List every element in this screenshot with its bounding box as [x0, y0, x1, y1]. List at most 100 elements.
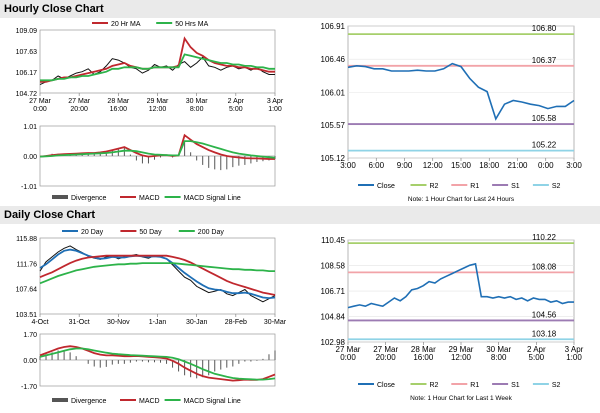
- series-20-day: [39, 248, 276, 300]
- series-50-hrs-ma: [40, 53, 275, 82]
- series-20-hr-ma: [40, 36, 275, 83]
- series-macd: [39, 345, 276, 382]
- hourly_pivot-y-tick-label: 106.01: [321, 88, 346, 97]
- hourly_pivot-x-tick-label: 3:00: [340, 161, 356, 170]
- legend-label-divergence: Divergence: [71, 195, 107, 202]
- hourly_price-x-tick-label: 27 Mar 0:00: [29, 98, 51, 113]
- daily_price-y-tick-label: 107.64: [16, 287, 38, 294]
- hourly_macd-y-tick-label: 1.01: [23, 124, 37, 131]
- hourly_pivot-x-tick-label: 0:00: [538, 161, 554, 170]
- daily_price-y-tick-label: 115.88: [16, 236, 37, 243]
- series-macd-signal-line: [39, 347, 276, 381]
- legend-label-close: Close: [377, 183, 395, 190]
- legend-label-20-day: 20 Day: [81, 229, 104, 236]
- hourly_price-y-tick-label: 107.63: [16, 49, 38, 56]
- legend-label-r1: R1: [470, 183, 479, 190]
- daily_pivot-x-tick-label: 27 Mar 20:00: [373, 345, 398, 362]
- daily_price-y-tick-label: 111.76: [17, 261, 37, 268]
- legend-label-s1: S1: [511, 382, 520, 389]
- legend-label-divergence: Divergence: [71, 398, 107, 405]
- daily_pivot-x-tick-label: 28 Mar 16:00: [411, 345, 436, 362]
- hourly_price-x-tick-label: 2 Apr 5:00: [228, 98, 245, 113]
- hourly-section-title: Hourly Close Chart: [0, 0, 600, 18]
- level-label-r1: 106.37: [532, 56, 557, 65]
- daily_pivot-y-tick-label: 104.84: [321, 313, 346, 322]
- hourly_price-y-tick-label: 106.17: [16, 70, 38, 77]
- hourly_price-x-tick-label: 28 Mar 16:00: [107, 98, 129, 113]
- daily_price-x-tick-label: 4-Oct: [31, 319, 48, 326]
- daily_price-x-tick-label: 28-Feb: [225, 319, 247, 326]
- daily_price-x-tick-label: 31-Oct: [69, 319, 90, 326]
- legend-label-close: Close: [377, 382, 395, 389]
- hourly_price-x-tick-label: 30 Mar 8:00: [186, 98, 208, 113]
- daily_pivot-y-tick-label: 110.45: [321, 236, 345, 245]
- series-200-day: [39, 262, 275, 285]
- legend-label-50-hrs-ma: 50 Hrs MA: [175, 21, 208, 28]
- hourly_price-y-tick-label: 109.09: [16, 28, 38, 35]
- hourly_macd-y-tick-label: -1.01: [21, 184, 37, 191]
- daily-macd-chart: 1.70 0.00 -1.70 Divergence MACD MACD Signal L…: [21, 332, 276, 405]
- hourly_price-x-tick-label: 3 Apr 1:00: [267, 98, 284, 113]
- level-label-r1: 108.08: [532, 262, 557, 271]
- level-label-r2: 110.22: [532, 233, 556, 242]
- daily_price-x-tick-label: 1-Jan: [149, 319, 167, 326]
- hourly_price-x-tick-label: 29 Mar 12:00: [147, 98, 169, 113]
- daily_price-x-tick-label: 30-Nov: [107, 319, 130, 326]
- hourly_pivot-y-tick-label: 106.46: [321, 55, 346, 64]
- daily_price-x-tick-label: 30-Mar: [264, 319, 287, 326]
- hourly_pivot-x-tick-label: 15:00: [451, 161, 472, 170]
- legend-label-macd: MACD: [139, 195, 160, 202]
- daily_macd-y-tick-label: -1.70: [21, 384, 37, 391]
- legend-label-macd: MACD: [139, 398, 160, 405]
- daily_pivot-y-tick-label: 102.98: [321, 338, 346, 347]
- daily_price-y-tick-label: 103.51: [16, 312, 38, 319]
- hourly-macd-chart: 1.01 0.00 -1.01 Divergence MACD MACD Signal L…: [21, 124, 276, 202]
- daily_pivot-y-tick-label: 106.71: [321, 287, 346, 296]
- daily-pivot-chart: 110.45 108.58 106.71 104.84 102.98 110.22 108.…: [321, 233, 584, 402]
- hourly_pivot-y-tick-label: 105.12: [321, 154, 346, 163]
- hourly_price-y-tick-label: 104.72: [16, 91, 38, 98]
- level-label-s1: 105.58: [532, 114, 557, 123]
- hourly_pivot-x-tick-label: 3:00: [566, 161, 582, 170]
- hourly-pivot-chart: 106.91 106.46 106.01 105.57 105.12 106.80 106.…: [321, 22, 583, 203]
- legend-label-r2: R2: [430, 183, 439, 190]
- hourly_pivot-x-tick-label: 6:00: [368, 161, 384, 170]
- daily_pivot-x-tick-label: 3 Apr 1:00: [565, 345, 584, 362]
- legend-label-s1: S1: [511, 183, 520, 190]
- hourly_pivot-x-tick-label: 18:00: [479, 161, 500, 170]
- hourly_pivot-x-tick-label: 9:00: [397, 161, 413, 170]
- series-close: [347, 262, 574, 309]
- legend-label-50-day: 50 Day: [139, 229, 162, 236]
- hourly_pivot-y-tick-label: 105.57: [321, 121, 346, 130]
- hourly_pivot-x-tick-label: 21:00: [507, 161, 528, 170]
- level-label-s1: 104.56: [532, 310, 557, 319]
- daily_macd-y-tick-label: 1.70: [23, 332, 37, 339]
- hourly_pivot-y-tick-label: 106.91: [321, 22, 346, 31]
- hourly_pivot-note: Note: 1 Hour Chart for Last 24 Hours: [408, 196, 515, 203]
- series-close: [347, 62, 575, 121]
- legend-label-s2: S2: [552, 183, 561, 190]
- daily_pivot-note: Note: 1 Hour Chart for Last 1 Week: [410, 395, 513, 402]
- daily-price-chart: 115.88 111.76 107.64 103.514-Oct 31-Oct 30-No…: [16, 229, 287, 326]
- hourly_price-plot-frame: [39, 29, 276, 94]
- hourly_macd-y-tick-label: 0.00: [23, 154, 37, 161]
- daily_price-x-tick-label: 30-Jan: [186, 319, 208, 326]
- daily_pivot-x-tick-label: 2 Apr 5:00: [527, 345, 546, 362]
- hourly_pivot-plot-frame: [347, 25, 575, 159]
- daily_pivot-x-tick-label: 29 Mar 12:00: [449, 345, 474, 362]
- daily_macd-y-tick-label: 0.00: [23, 358, 37, 365]
- legend-label-s2: S2: [552, 382, 561, 389]
- hourly_pivot-x-tick-label: 12:00: [423, 161, 444, 170]
- daily_pivot-x-tick-label: 27 Mar 0:00: [336, 345, 361, 362]
- series-macd-signal-line: [39, 140, 276, 159]
- level-label-s2: 105.22: [532, 141, 557, 150]
- series-50-day: [39, 254, 276, 296]
- daily-section-title: Daily Close Chart: [0, 206, 600, 224]
- legend-label-r2: R2: [430, 382, 439, 389]
- daily_pivot-x-tick-label: 30 Mar 8:00: [486, 345, 511, 362]
- daily_pivot-y-tick-label: 108.58: [321, 262, 346, 271]
- legend-label-200-day: 200 Day: [198, 229, 225, 236]
- legend-label-macd-signal-line: MACD Signal Line: [184, 398, 241, 405]
- level-label-s2: 103.18: [532, 329, 557, 338]
